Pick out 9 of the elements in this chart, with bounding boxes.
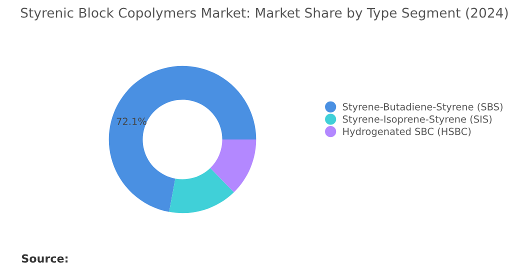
donut-slice xyxy=(108,66,256,212)
donut-slice xyxy=(210,140,256,192)
source-note: Source: xyxy=(22,254,68,263)
chart-title: Styrenic Block Copolymers Market: Market Share by Type Segment (2024) xyxy=(21,8,508,20)
donut-slice xyxy=(169,168,234,214)
legend-label: Hydrogenated SBC (HSBC) xyxy=(343,128,471,137)
legend-label: Styrene-Isoprene-Styrene (SIS) xyxy=(342,115,492,125)
legend-label: Styrene-Butadiene-Styrene (SBS) xyxy=(342,102,502,112)
data-label: 72.1% xyxy=(116,118,146,126)
